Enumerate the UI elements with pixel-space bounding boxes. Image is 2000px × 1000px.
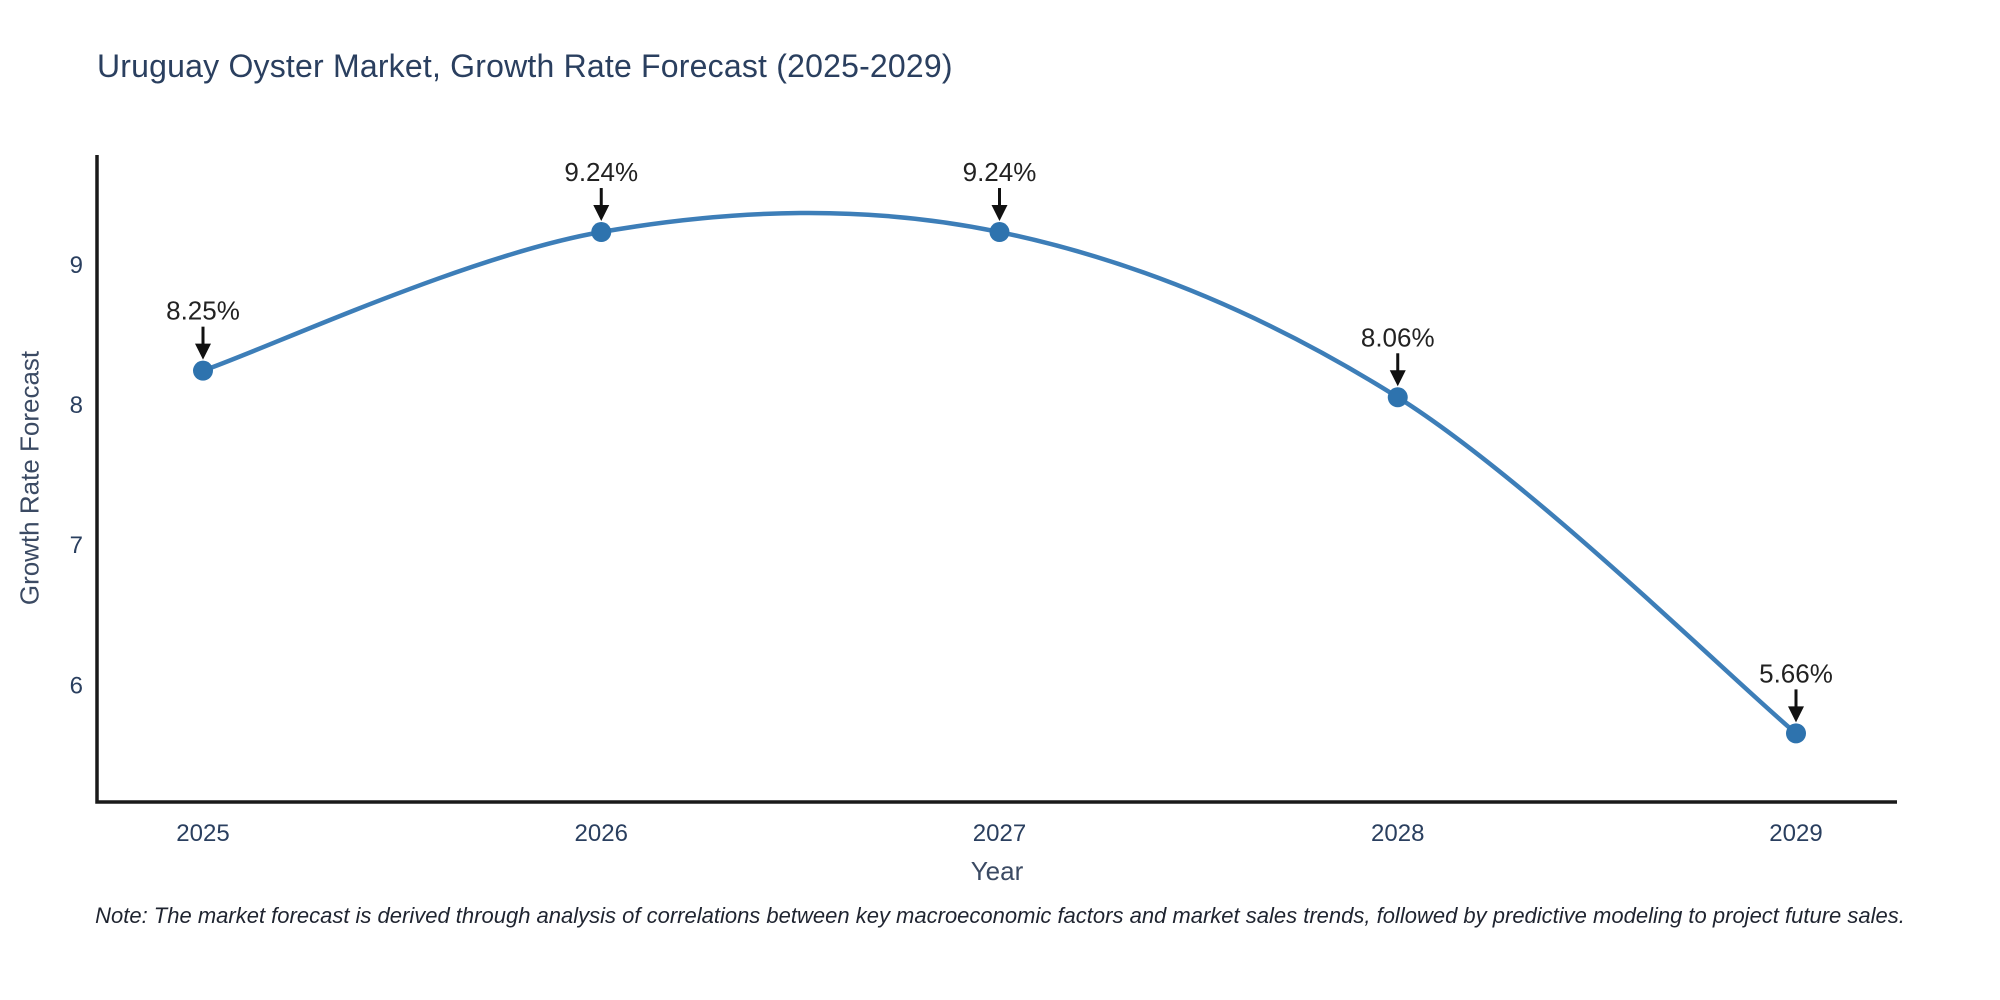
chart-title: Uruguay Oyster Market, Growth Rate Forec… <box>97 48 953 84</box>
x-tick-label: 2028 <box>1371 820 1424 847</box>
annotation-label: 9.24% <box>564 157 638 187</box>
y-tick-label: 8 <box>70 392 83 419</box>
y-axis-title: Growth Rate Forecast <box>14 350 45 606</box>
annotation-arrowhead <box>1788 706 1804 723</box>
annotation-label: 9.24% <box>963 157 1037 187</box>
x-tick-label: 2029 <box>1769 820 1822 847</box>
y-tick-label: 6 <box>70 672 83 699</box>
annotation-label: 8.25% <box>166 296 240 326</box>
x-axis-title: Year <box>970 856 1024 886</box>
data-point-marker <box>193 360 213 381</box>
annotation-label: 5.66% <box>1759 658 1833 688</box>
annotation-arrowhead <box>991 205 1008 222</box>
annotation-label: 8.06% <box>1361 322 1435 352</box>
series-line <box>200 210 1799 736</box>
annotation-arrowhead <box>1389 370 1406 387</box>
x-tick-label: 2025 <box>176 820 229 847</box>
annotation-arrowhead <box>593 205 610 222</box>
data-point-marker <box>989 222 1010 243</box>
data-point-marker <box>1387 387 1408 408</box>
annotation-arrowhead <box>195 343 211 360</box>
x-tick-label: 2026 <box>575 820 628 847</box>
axis-lines <box>95 155 1897 804</box>
data-point-marker <box>1786 723 1806 744</box>
y-tick-label: 7 <box>70 532 83 559</box>
data-point-marker <box>591 222 612 243</box>
footnote: Note: The market forecast is derived thr… <box>95 903 1905 928</box>
y-tick-label: 9 <box>70 252 83 279</box>
x-tick-label: 2027 <box>973 820 1026 847</box>
